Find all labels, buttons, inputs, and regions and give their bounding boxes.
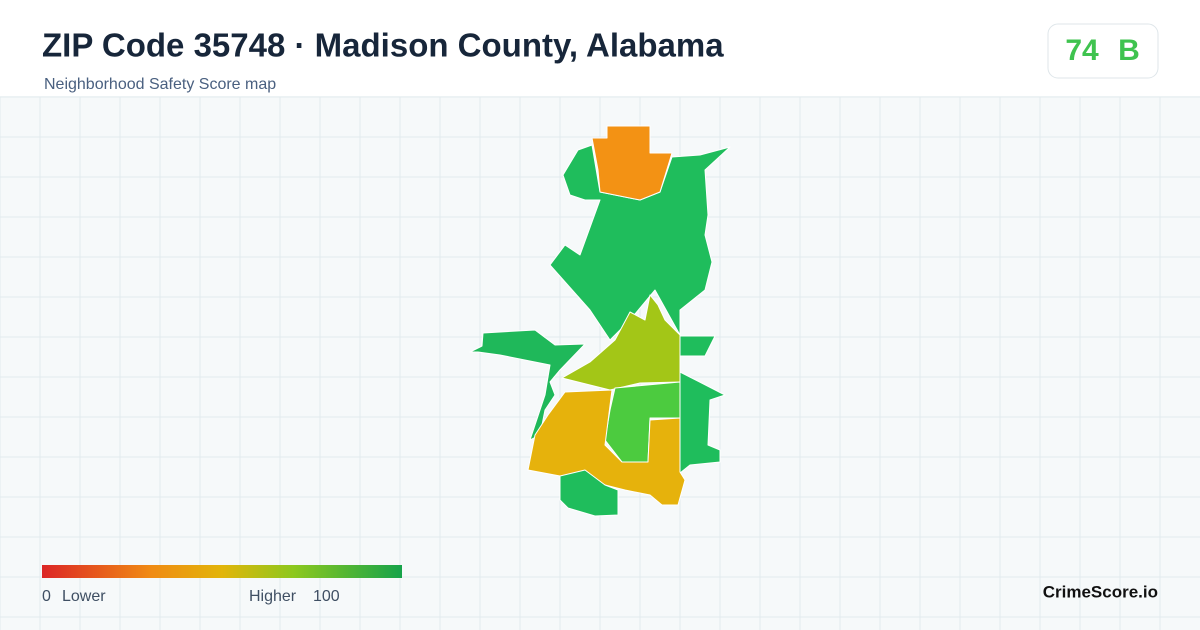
legend-bar — [42, 565, 402, 578]
background-grid — [0, 96, 1200, 630]
map-region — [591, 125, 673, 201]
brand: CrimeScore.io — [1043, 582, 1158, 601]
legend-min-label: Lower — [62, 588, 106, 605]
legend-max: 100 — [313, 588, 340, 605]
score-value: 74 — [1065, 34, 1099, 67]
map-region — [679, 335, 716, 357]
legend-max-label: Higher — [249, 588, 297, 605]
score-grade: B — [1118, 34, 1140, 67]
map-region — [559, 469, 619, 517]
legend-min: 0 — [42, 588, 51, 605]
subtitle: Neighborhood Safety Score map — [44, 76, 276, 93]
map-region — [469, 329, 586, 441]
title: ZIP Code 35748 · Madison County, Alabama — [42, 27, 724, 64]
map-region — [679, 371, 726, 474]
score-badge — [1047, 23, 1159, 79]
map — [469, 125, 731, 517]
header-band — [0, 0, 1200, 96]
map-region — [561, 294, 681, 391]
